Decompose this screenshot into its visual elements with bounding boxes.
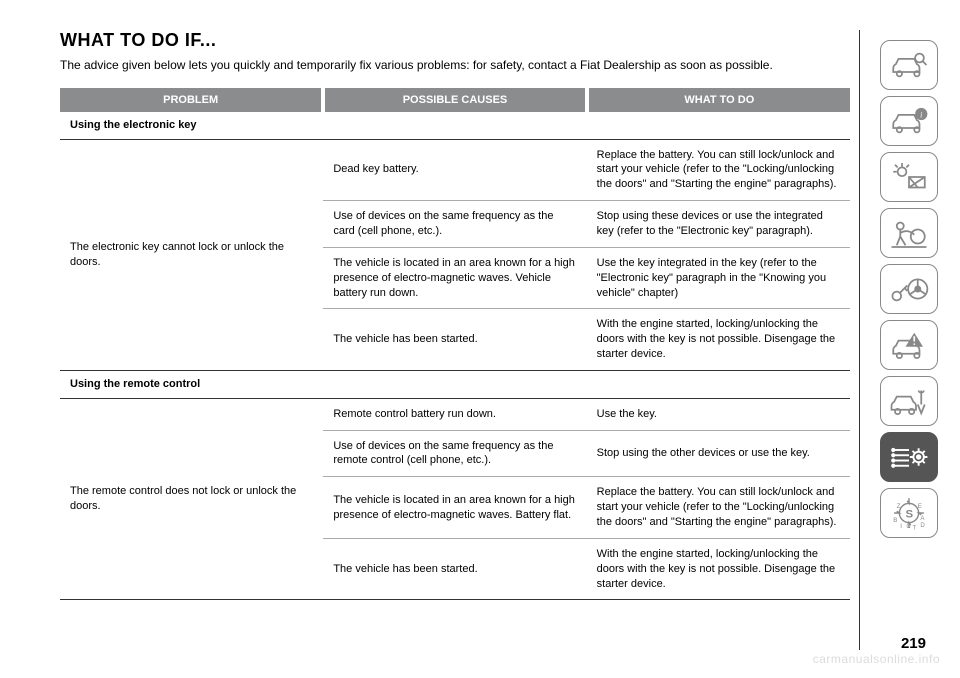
chapter-icon-maintenance[interactable] [880, 376, 938, 426]
chapter-icon-warning[interactable] [880, 320, 938, 370]
watermark: carmanualsonline.info [813, 652, 940, 666]
action-cell: Use the key. [587, 398, 850, 430]
chapter-icon-specs[interactable] [880, 432, 938, 482]
divider-line [859, 30, 860, 650]
problem-cell: The electronic key cannot lock or unlock… [60, 139, 323, 370]
chapter-icon-car-info[interactable]: i [880, 96, 938, 146]
svg-text:C: C [906, 523, 911, 530]
action-cell: With the engine started, locking/unlocki… [587, 309, 850, 371]
section-title: Using the remote control [60, 370, 850, 398]
chapter-icon-lights[interactable] [880, 152, 938, 202]
svg-text:S: S [906, 508, 914, 520]
page-number: 219 [901, 635, 926, 652]
cause-cell: Use of devices on the same frequency as … [323, 201, 586, 248]
svg-text:B: B [893, 517, 897, 524]
svg-text:I: I [900, 523, 902, 530]
svg-text:D: D [920, 522, 925, 529]
svg-text:i: i [920, 111, 922, 120]
troubleshoot-table: PROBLEM POSSIBLE CAUSES WHAT TO DO Using… [60, 88, 850, 601]
col-problem: PROBLEM [60, 88, 323, 112]
cause-cell: The vehicle has been started. [323, 309, 586, 371]
intro-text: The advice given below lets you quickly … [60, 57, 850, 74]
page-title: WHAT TO DO IF... [60, 30, 850, 51]
action-cell: Stop using the other devices or use the … [587, 430, 850, 477]
chapter-icon-index[interactable]: Z E B A I D CTS [880, 488, 938, 538]
action-cell: Stop using these devices or use the inte… [587, 201, 850, 248]
cause-cell: Dead key battery. [323, 139, 586, 201]
chapter-icon-car-search[interactable] [880, 40, 938, 90]
action-cell: Replace the battery. You can still lock/… [587, 477, 850, 539]
cause-cell: The vehicle has been started. [323, 538, 586, 600]
chapter-sidebar: i Z E B A I D CTS [880, 40, 938, 538]
action-cell: Use the key integrated in the key (refer… [587, 247, 850, 309]
problem-cell: The remote control does not lock or unlo… [60, 398, 323, 600]
action-cell: Replace the battery. You can still lock/… [587, 139, 850, 201]
action-cell: With the engine started, locking/unlocki… [587, 538, 850, 600]
chapter-icon-airbag[interactable] [880, 208, 938, 258]
cause-cell: Use of devices on the same frequency as … [323, 430, 586, 477]
svg-text:E: E [918, 503, 922, 510]
chapter-icon-key-wheel[interactable] [880, 264, 938, 314]
section-title: Using the electronic key [60, 112, 850, 139]
col-action: WHAT TO DO [587, 88, 850, 112]
cause-cell: Remote control battery run down. [323, 398, 586, 430]
svg-text:A: A [920, 515, 925, 522]
cause-cell: The vehicle is located in an area known … [323, 477, 586, 539]
cause-cell: The vehicle is located in an area known … [323, 247, 586, 309]
svg-text:T: T [913, 525, 917, 532]
col-causes: POSSIBLE CAUSES [323, 88, 586, 112]
svg-text:Z: Z [897, 503, 901, 510]
